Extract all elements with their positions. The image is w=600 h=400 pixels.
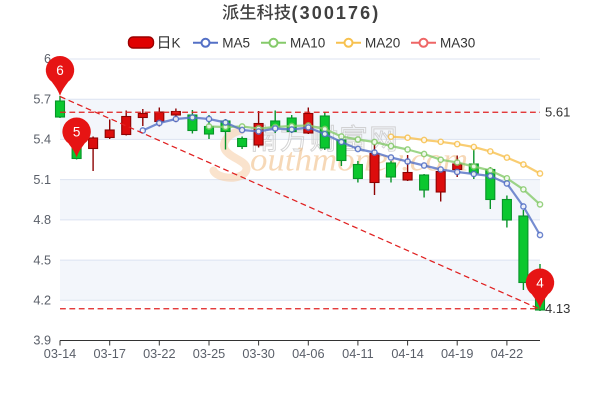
svg-text:5: 5 — [73, 125, 81, 140]
svg-text:5.61: 5.61 — [545, 105, 570, 120]
svg-text:4.2: 4.2 — [33, 294, 51, 308]
svg-text:4: 4 — [536, 276, 544, 291]
svg-text:K: K — [172, 35, 181, 50]
svg-text:03-30: 03-30 — [242, 347, 274, 361]
svg-text:03-25: 03-25 — [193, 347, 225, 361]
svg-text:03-14: 03-14 — [44, 347, 76, 361]
svg-text:04-11: 04-11 — [342, 347, 374, 361]
svg-text:3.9: 3.9 — [33, 334, 51, 348]
svg-text:MA20: MA20 — [365, 35, 400, 50]
svg-text:6: 6 — [56, 63, 64, 78]
svg-text:MA5: MA5 — [222, 35, 250, 50]
svg-text:04-22: 04-22 — [491, 347, 523, 361]
svg-text:5.7: 5.7 — [33, 92, 51, 106]
svg-text:MA30: MA30 — [440, 35, 475, 50]
svg-text:03-17: 03-17 — [93, 347, 125, 361]
svg-text:MA10: MA10 — [290, 35, 325, 50]
svg-text:6: 6 — [44, 52, 51, 66]
svg-text:4.5: 4.5 — [33, 253, 51, 267]
svg-text:(300176): (300176) — [292, 3, 381, 23]
svg-text:04-06: 04-06 — [292, 347, 324, 361]
svg-text:5.1: 5.1 — [33, 173, 51, 187]
svg-text:03-22: 03-22 — [143, 347, 175, 361]
svg-text:04-19: 04-19 — [441, 347, 473, 361]
svg-text:4.8: 4.8 — [33, 213, 51, 227]
svg-text:04-14: 04-14 — [391, 347, 423, 361]
svg-text:4.13: 4.13 — [545, 301, 570, 316]
svg-text:5.4: 5.4 — [33, 133, 51, 147]
